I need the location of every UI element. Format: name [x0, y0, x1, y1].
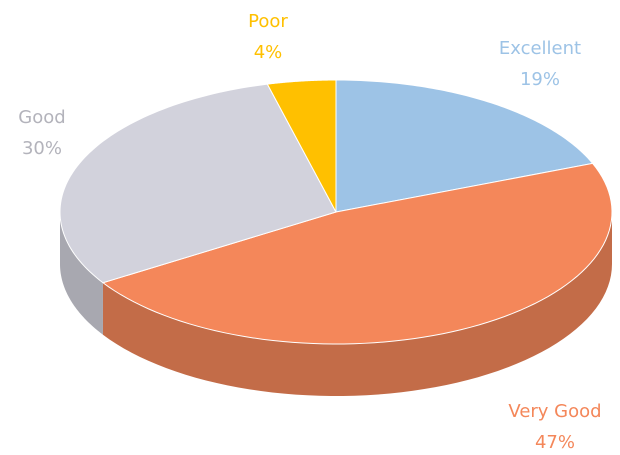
slice-side [102, 212, 613, 396]
slice-value-label: 30% [22, 138, 62, 159]
slice-label: Very Good [508, 401, 601, 422]
slice-label: Poor [248, 11, 288, 32]
slice-value-label: 19% [520, 69, 560, 90]
slice [335, 79, 594, 213]
slice-label: Good [18, 107, 65, 128]
slice-value-label: 4% [254, 42, 283, 63]
slice [59, 83, 337, 284]
slice-side [60, 212, 103, 335]
slice [101, 162, 613, 345]
slice-label: Excellent [499, 38, 581, 59]
slice [266, 79, 337, 213]
slice-value-label: 47% [535, 432, 575, 453]
